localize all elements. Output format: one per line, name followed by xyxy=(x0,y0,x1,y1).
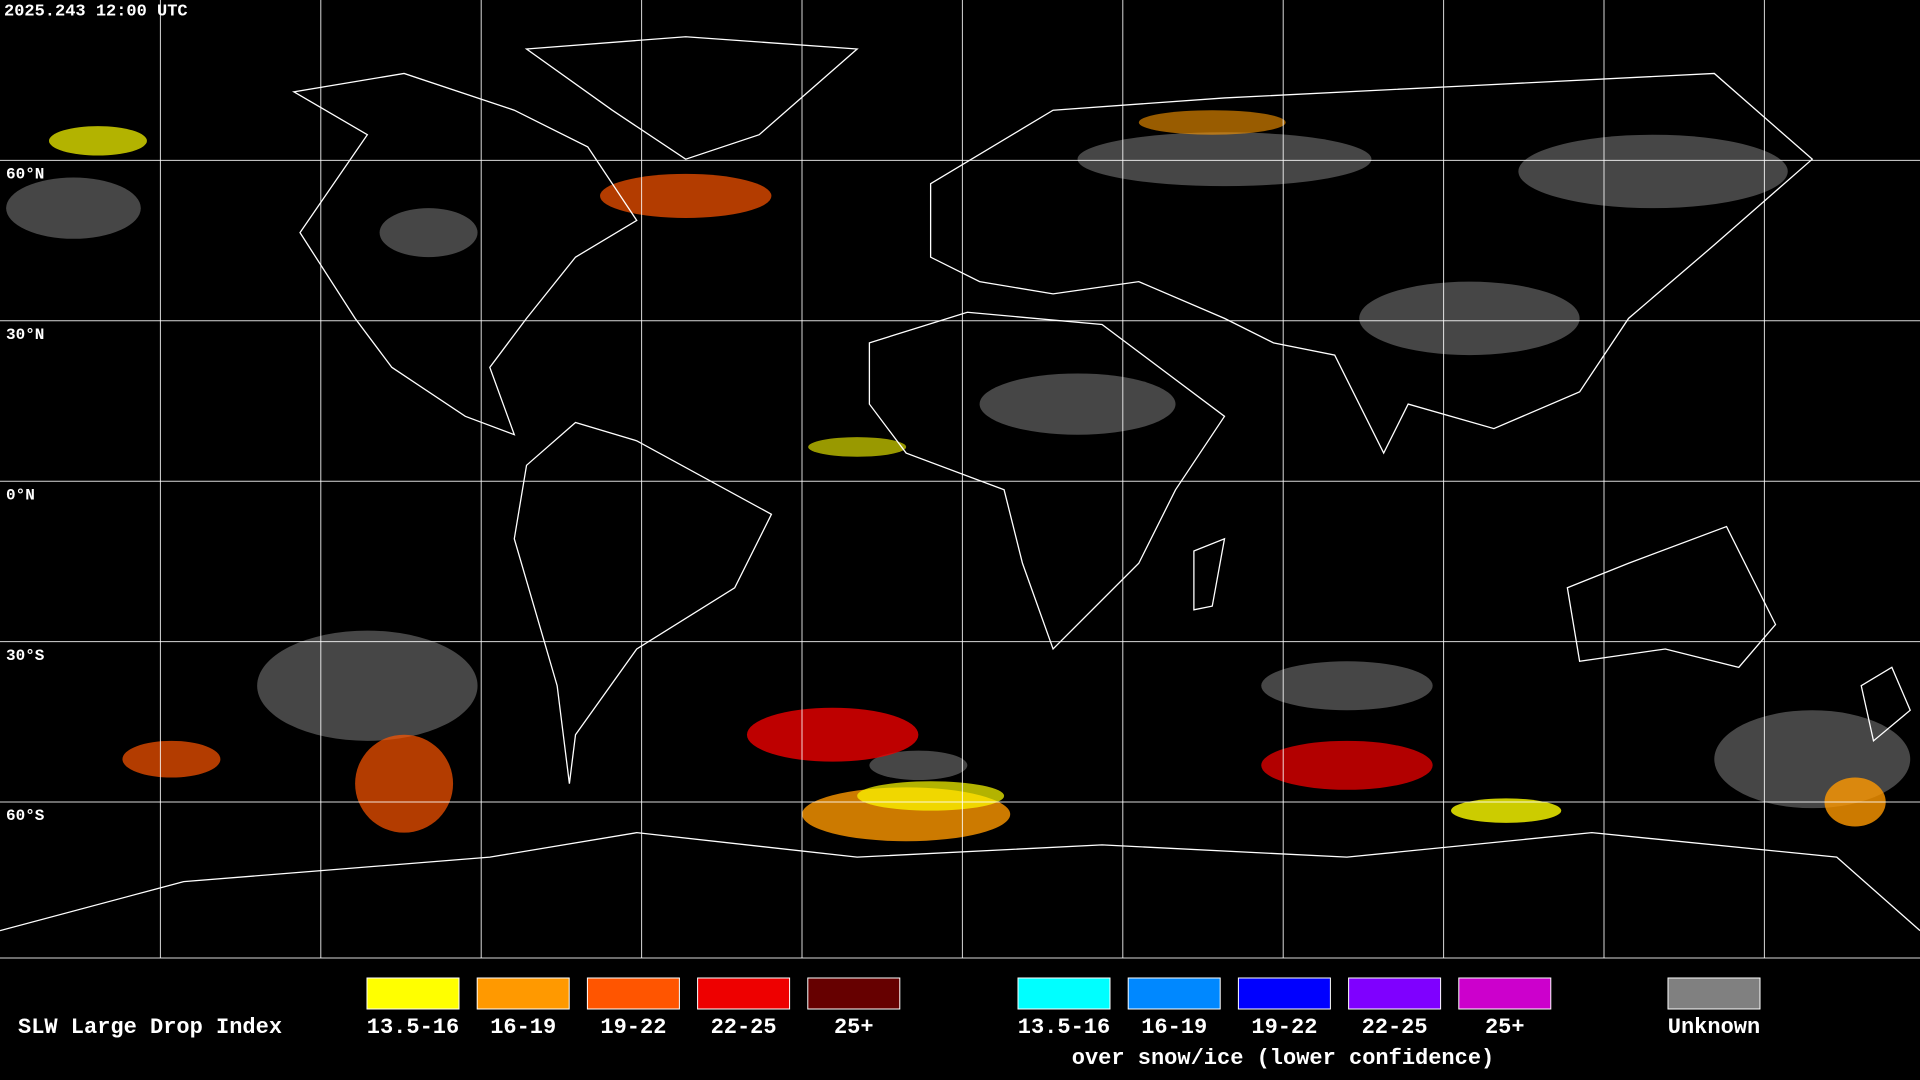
legend-swatch xyxy=(697,977,791,1010)
legend-label: 19-22 xyxy=(600,1015,666,1040)
legend-swatch xyxy=(476,977,570,1010)
legend-label: Unknown xyxy=(1668,1015,1760,1040)
legend-swatch xyxy=(1348,977,1442,1010)
legend-title: SLW Large Drop Index xyxy=(18,1015,282,1040)
latitude-label: 30°S xyxy=(6,647,45,665)
latitude-label: 30°N xyxy=(6,326,44,344)
latitude-label: 60°S xyxy=(6,807,45,825)
unknown-patches xyxy=(6,132,1911,809)
legend-label: 22-25 xyxy=(1362,1015,1428,1040)
legend-swatch xyxy=(1127,977,1221,1010)
legend-label: 16-19 xyxy=(490,1015,556,1040)
drop-patches xyxy=(48,110,1886,842)
legend-label: 22-25 xyxy=(711,1015,777,1040)
latitude-label: 0°N xyxy=(6,486,35,504)
legend-swatch xyxy=(1667,977,1761,1010)
legend-label: 13.5-16 xyxy=(1018,1015,1110,1040)
snow-ice-caption: over snow/ice (lower confidence) xyxy=(1072,1046,1494,1071)
coastlines xyxy=(0,37,1920,931)
legend-swatch xyxy=(366,977,460,1010)
legend-label: 25+ xyxy=(834,1015,874,1040)
legend-label: 19-22 xyxy=(1251,1015,1317,1040)
legend-swatch xyxy=(1237,977,1331,1010)
legend-swatch xyxy=(807,977,901,1010)
legend-label: 16-19 xyxy=(1141,1015,1207,1040)
map-imagery xyxy=(0,37,1920,931)
legend-label: 13.5-16 xyxy=(367,1015,459,1040)
legend-swatch xyxy=(586,977,680,1010)
latitude-label: 60°N xyxy=(6,166,44,184)
legend-label: 25+ xyxy=(1485,1015,1525,1040)
legend-background xyxy=(0,958,1920,1080)
timestamp: 2025.243 12:00 UTC xyxy=(4,2,188,21)
legend-swatch xyxy=(1458,977,1552,1010)
graticule xyxy=(0,0,1920,958)
legend-swatch xyxy=(1017,977,1111,1010)
